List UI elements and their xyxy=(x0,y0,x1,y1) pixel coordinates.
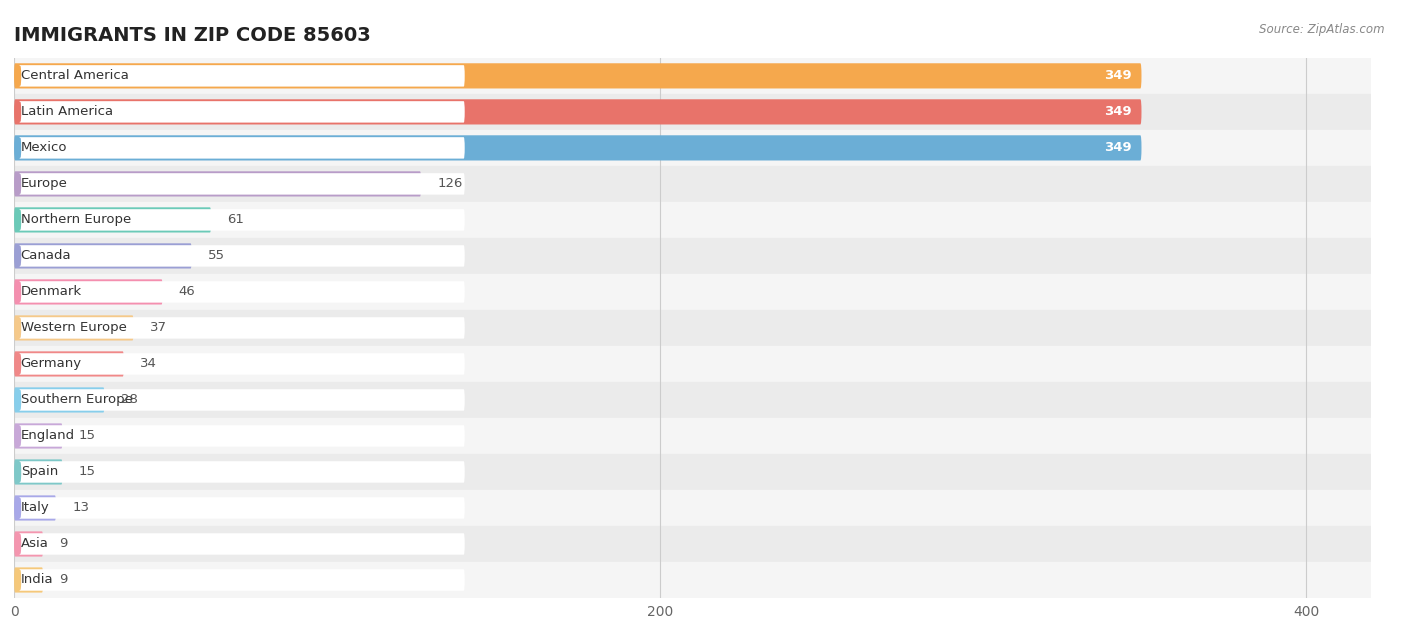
FancyBboxPatch shape xyxy=(18,173,465,195)
Circle shape xyxy=(18,102,21,122)
Text: 349: 349 xyxy=(1104,141,1132,154)
FancyBboxPatch shape xyxy=(14,171,422,197)
Bar xyxy=(14,94,1371,130)
Text: England: England xyxy=(21,430,75,442)
Bar xyxy=(14,58,1371,94)
FancyBboxPatch shape xyxy=(14,243,191,269)
FancyBboxPatch shape xyxy=(14,567,44,593)
FancyBboxPatch shape xyxy=(18,209,465,231)
Text: 349: 349 xyxy=(1104,105,1132,118)
Bar xyxy=(14,382,1371,418)
Bar xyxy=(14,454,1371,490)
FancyBboxPatch shape xyxy=(18,389,465,411)
Text: 37: 37 xyxy=(150,322,167,334)
Circle shape xyxy=(18,498,21,518)
Text: 9: 9 xyxy=(59,574,67,586)
Text: Denmark: Denmark xyxy=(21,285,82,298)
FancyBboxPatch shape xyxy=(14,531,44,557)
Text: 349: 349 xyxy=(1104,69,1132,82)
Text: 126: 126 xyxy=(437,177,463,190)
Circle shape xyxy=(18,174,21,194)
Bar xyxy=(14,346,1371,382)
Bar xyxy=(14,490,1371,526)
FancyBboxPatch shape xyxy=(14,387,104,413)
FancyBboxPatch shape xyxy=(18,281,465,303)
Text: 9: 9 xyxy=(59,538,67,550)
Circle shape xyxy=(18,138,21,158)
Bar xyxy=(14,562,1371,598)
Circle shape xyxy=(18,210,21,230)
FancyBboxPatch shape xyxy=(14,423,62,449)
Circle shape xyxy=(18,570,21,590)
Bar xyxy=(14,202,1371,238)
FancyBboxPatch shape xyxy=(18,497,465,519)
FancyBboxPatch shape xyxy=(18,425,465,447)
Bar xyxy=(14,130,1371,166)
Circle shape xyxy=(18,534,21,554)
FancyBboxPatch shape xyxy=(14,459,62,485)
Text: Germany: Germany xyxy=(21,358,82,370)
Circle shape xyxy=(18,426,21,446)
FancyBboxPatch shape xyxy=(18,101,465,123)
FancyBboxPatch shape xyxy=(14,99,1142,125)
Circle shape xyxy=(18,318,21,338)
Circle shape xyxy=(18,66,21,86)
Circle shape xyxy=(18,390,21,410)
FancyBboxPatch shape xyxy=(18,137,465,159)
Bar xyxy=(14,238,1371,274)
FancyBboxPatch shape xyxy=(18,533,465,555)
Bar xyxy=(14,166,1371,202)
FancyBboxPatch shape xyxy=(14,495,56,521)
Circle shape xyxy=(18,246,21,266)
Text: 55: 55 xyxy=(208,249,225,262)
Circle shape xyxy=(18,354,21,374)
FancyBboxPatch shape xyxy=(18,353,465,375)
Text: Canada: Canada xyxy=(21,249,72,262)
Circle shape xyxy=(18,282,21,302)
Text: Asia: Asia xyxy=(21,538,49,550)
FancyBboxPatch shape xyxy=(14,135,1142,161)
Text: India: India xyxy=(21,574,53,586)
Text: Southern Europe: Southern Europe xyxy=(21,394,132,406)
Bar xyxy=(14,418,1371,454)
FancyBboxPatch shape xyxy=(14,207,211,233)
FancyBboxPatch shape xyxy=(14,351,124,377)
Text: Northern Europe: Northern Europe xyxy=(21,213,131,226)
Text: Italy: Italy xyxy=(21,502,49,514)
Text: Latin America: Latin America xyxy=(21,105,112,118)
FancyBboxPatch shape xyxy=(14,279,163,305)
Text: Mexico: Mexico xyxy=(21,141,67,154)
FancyBboxPatch shape xyxy=(14,315,134,341)
Text: 28: 28 xyxy=(121,394,138,406)
Bar xyxy=(14,274,1371,310)
FancyBboxPatch shape xyxy=(14,63,1142,89)
Text: 13: 13 xyxy=(72,502,89,514)
FancyBboxPatch shape xyxy=(18,461,465,483)
Text: 34: 34 xyxy=(141,358,157,370)
Text: Spain: Spain xyxy=(21,466,58,478)
Circle shape xyxy=(18,462,21,482)
Bar xyxy=(14,526,1371,562)
Text: Western Europe: Western Europe xyxy=(21,322,127,334)
Text: Europe: Europe xyxy=(21,177,67,190)
Text: 15: 15 xyxy=(79,430,96,442)
Bar xyxy=(14,310,1371,346)
Text: Source: ZipAtlas.com: Source: ZipAtlas.com xyxy=(1260,23,1385,35)
FancyBboxPatch shape xyxy=(18,65,465,87)
Text: 46: 46 xyxy=(179,285,195,298)
Text: 15: 15 xyxy=(79,466,96,478)
Text: IMMIGRANTS IN ZIP CODE 85603: IMMIGRANTS IN ZIP CODE 85603 xyxy=(14,26,371,45)
FancyBboxPatch shape xyxy=(18,569,465,591)
Text: Central America: Central America xyxy=(21,69,128,82)
Text: 61: 61 xyxy=(228,213,245,226)
FancyBboxPatch shape xyxy=(18,245,465,267)
FancyBboxPatch shape xyxy=(18,317,465,339)
